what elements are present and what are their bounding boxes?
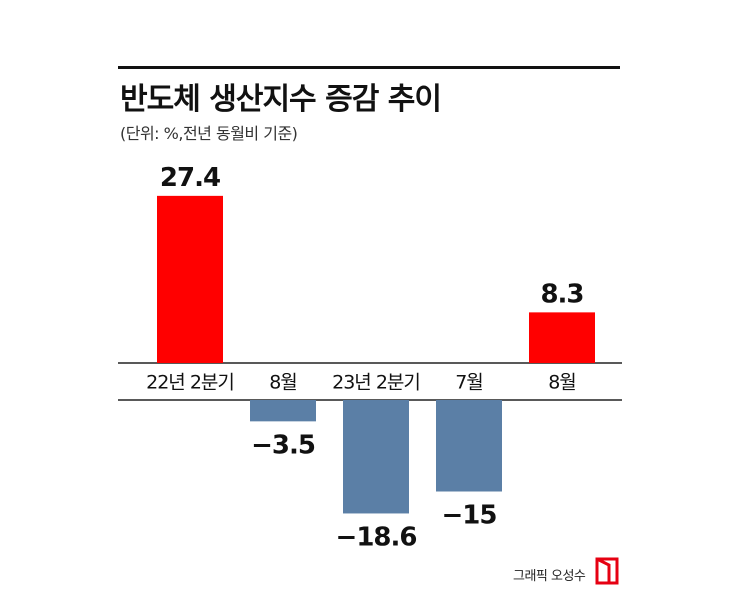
value-label-3: −15 — [442, 501, 497, 531]
category-label-1: 8월 — [269, 372, 297, 394]
credit-label: 그래픽 오성수 — [513, 569, 586, 584]
value-label-0: 27.4 — [160, 163, 220, 193]
bar-1 — [250, 400, 316, 422]
bar-2 — [343, 400, 409, 514]
bar-0 — [157, 195, 223, 363]
value-label-1: −3.5 — [251, 430, 315, 460]
category-label-3: 7월 — [455, 372, 483, 394]
category-label-2: 23년 2분기 — [332, 372, 420, 394]
chart-subtitle: (단위: %,전년 동월비 기준) — [120, 124, 298, 143]
bar-4 — [529, 312, 595, 363]
publisher-logo-icon — [595, 557, 619, 585]
value-label-2: −18.6 — [336, 522, 417, 552]
category-label-4: 8월 — [548, 372, 576, 394]
category-label-0: 22년 2분기 — [146, 372, 234, 394]
title-rule — [118, 66, 620, 69]
chart-title: 반도체 생산지수 증감 추이 — [120, 82, 442, 117]
bar-3 — [436, 400, 502, 492]
value-label-4: 8.3 — [540, 279, 583, 309]
